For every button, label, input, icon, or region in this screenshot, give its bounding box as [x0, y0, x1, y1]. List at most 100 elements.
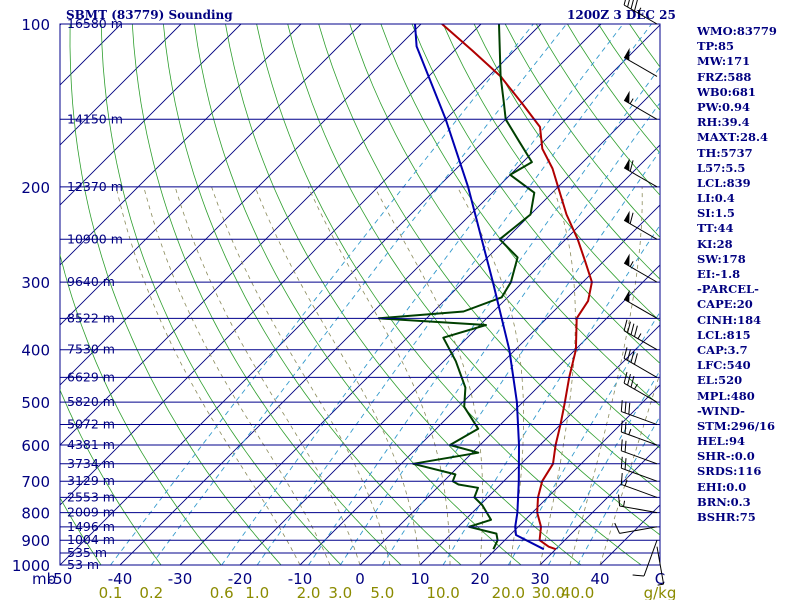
pressure-tick-label: 500 — [21, 394, 50, 412]
mixing-ratio-label: 1.0 — [245, 584, 269, 600]
stat-item: RH:39.4 — [697, 115, 750, 130]
stat-item: BSHR:75 — [697, 510, 756, 524]
temperature-tick-label: -10 — [288, 570, 313, 588]
mixing-ratio-label: g/kg — [644, 584, 677, 600]
stat-item: PW:0.94 — [697, 99, 751, 114]
height-label: 5072 m — [67, 417, 115, 432]
pressure-tick-label: 1000 — [12, 557, 50, 575]
wind-barb — [623, 90, 658, 120]
wind-barb — [623, 319, 658, 351]
temperature-tick-label: -40 — [108, 570, 133, 588]
mixing-ratio-label: 0.6 — [210, 584, 234, 600]
wind-barb — [618, 494, 658, 514]
mixing-ratio-label: 3.0 — [328, 584, 352, 600]
pressure-tick-label: 700 — [21, 473, 50, 491]
height-label: 6629 m — [67, 369, 115, 384]
stat-item: HEL:94 — [697, 434, 745, 449]
moist-adiabat-line — [569, 186, 643, 565]
isotherm-line — [60, 24, 182, 146]
stat-item: CINH:184 — [697, 312, 762, 327]
stat-item: LCL:815 — [697, 327, 751, 342]
wind-barb — [623, 158, 658, 188]
pressure-tick-label: 200 — [21, 179, 50, 197]
wind-barb — [623, 347, 658, 378]
height-label: 12370 m — [67, 179, 123, 194]
mixing-ratio-label: 20.0 — [492, 584, 525, 600]
mixing-ratio-label: 5.0 — [370, 584, 394, 600]
isotherm-line — [179, 84, 660, 565]
stat-item: LFC:540 — [697, 358, 751, 373]
isotherm-line — [299, 204, 660, 565]
height-label: 535 m — [67, 545, 107, 560]
station-title: SBMT (83779) Sounding — [66, 8, 233, 22]
isotherm-line — [0, 24, 1, 565]
isotherm-line — [119, 24, 660, 565]
height-label: 10900 m — [67, 231, 123, 246]
pressure-tick-label: 400 — [21, 342, 50, 360]
isotherm-line — [60, 24, 422, 386]
stat-item: STM:296/16 — [697, 418, 776, 433]
isotherm-line — [419, 324, 660, 565]
wind-barb — [614, 522, 658, 534]
stat-item: SI:1.5 — [697, 206, 735, 221]
stat-item: TH:5737 — [697, 145, 753, 160]
wind-barb — [620, 439, 658, 465]
height-label: 1496 m — [67, 519, 115, 534]
stat-item: EHI:0.0 — [697, 479, 747, 494]
pressure-tick-label: 300 — [21, 274, 50, 292]
temperature-tick-label: 40 — [590, 570, 609, 588]
pressure-tick-label: 600 — [21, 437, 50, 455]
isotherm-line — [60, 24, 542, 506]
pressure-tick-label: 800 — [21, 505, 50, 523]
temperature-tick-label: 10 — [410, 570, 429, 588]
wind-barb — [656, 546, 665, 586]
mixing-ratio-label: 30.0 — [532, 584, 565, 600]
pressure-tick-label: 100 — [21, 16, 50, 34]
temperature-tick-label: C — [655, 570, 665, 588]
isotherm-line — [359, 264, 660, 565]
stat-item: TT:44 — [697, 221, 734, 236]
mixing-ratio-label: 2.0 — [297, 584, 321, 600]
mixing-ratio-label: 40.0 — [561, 584, 594, 600]
temperature-tick-label: 0 — [355, 570, 365, 588]
stat-item: WB0:681 — [697, 84, 756, 99]
wind-barb — [632, 540, 658, 577]
height-label: 3734 m — [67, 456, 115, 471]
stat-item: LI:0.4 — [697, 191, 735, 206]
height-label: 4381 m — [67, 437, 115, 452]
wind-barb — [620, 456, 658, 482]
stat-item: BRN:0.3 — [697, 494, 751, 509]
sounding-time: 1200Z 3 DEC 25 — [567, 8, 676, 22]
stat-item: MPL:480 — [697, 388, 755, 403]
wind-barb — [623, 47, 658, 77]
isotherm-line — [60, 24, 362, 326]
stat-item: TP:85 — [697, 39, 735, 54]
moist-adiabat-line — [174, 186, 361, 565]
mixing-ratio-label: 0.1 — [99, 584, 123, 600]
moist-adiabat-line — [254, 186, 421, 565]
stat-item: MAXT:28.4 — [697, 130, 768, 145]
stat-item: LCL:839 — [697, 175, 751, 190]
height-label: 16580 m — [67, 16, 123, 31]
stat-item: SW:178 — [697, 251, 746, 266]
stat-item: EI:-1.8 — [697, 267, 741, 281]
wind-barb — [623, 0, 658, 25]
wind-barb — [623, 210, 658, 240]
temperature-tick-label: 20 — [470, 570, 489, 588]
temperature-tick-label: 30 — [530, 570, 549, 588]
height-label: 8522 m — [67, 310, 115, 325]
stat-item: KI:28 — [697, 236, 733, 251]
temperature-tick-label: -30 — [168, 570, 193, 588]
height-label: 2553 m — [67, 489, 115, 504]
stat-item: -PARCEL- — [697, 282, 759, 297]
stat-item: FRZ:588 — [697, 69, 752, 84]
stat-item: L57:5.5 — [697, 160, 746, 175]
height-label: 9640 m — [67, 274, 115, 289]
temperature-tick-label: -50 — [48, 570, 73, 588]
isotherm-line — [60, 24, 482, 446]
stat-item: MW:171 — [697, 54, 751, 69]
stat-item: SRDS:116 — [697, 464, 762, 479]
isotherm-line — [479, 384, 660, 565]
isotherm-line — [60, 24, 302, 266]
height-label: 1004 m — [67, 532, 115, 547]
